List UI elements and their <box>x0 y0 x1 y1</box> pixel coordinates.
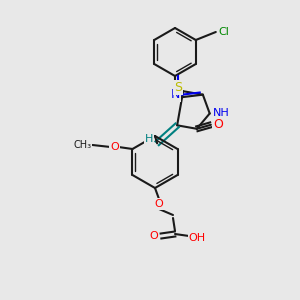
Text: O: O <box>213 118 223 131</box>
Text: CH₃: CH₃ <box>74 140 92 150</box>
Text: Cl: Cl <box>218 27 229 37</box>
Text: NH: NH <box>213 109 230 118</box>
Text: OH: OH <box>188 233 206 243</box>
Text: N: N <box>170 88 180 100</box>
Text: H: H <box>145 134 153 144</box>
Text: S: S <box>174 81 182 94</box>
Text: O: O <box>154 199 164 209</box>
Text: O: O <box>150 231 158 241</box>
Text: O: O <box>110 142 119 152</box>
